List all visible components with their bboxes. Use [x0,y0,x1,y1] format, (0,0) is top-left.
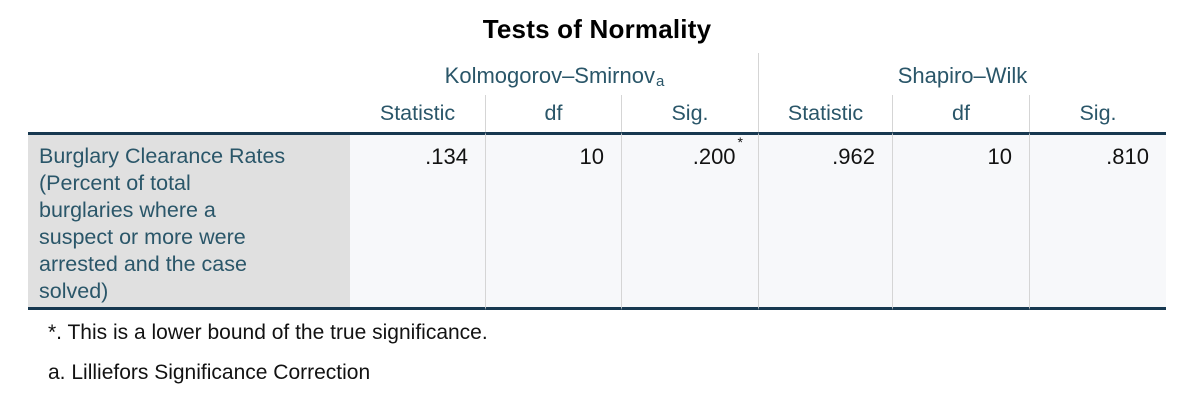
column-header-df-ks: df [486,95,622,132]
column-header-df-sw: df [893,95,1030,132]
value-ks-df: 10 [486,132,622,310]
column-group-kolmogorov-smirnov: Kolmogorov–Smirnov a [350,53,759,95]
value-text: 10 [579,144,604,169]
column-group-label: Kolmogorov–Smirnov [444,63,655,88]
column-header-sig-ks: Sig. [622,95,759,132]
value-sw-df: 10 [893,132,1030,310]
group-header-spacer [28,53,350,95]
value-text: 10 [987,144,1012,169]
value-ks-sig: .200* [622,132,759,310]
column-header-sig-sw: Sig. [1079,101,1117,125]
value-sw-sig: .810 [1030,132,1166,310]
value-ks-statistic: .134 [350,132,486,310]
footnote-lower-bound: *. This is a lower bound of the true sig… [48,321,488,344]
sub-header-spacer [28,95,350,132]
value-text: .810 [1106,144,1149,169]
footnote-lilliefors: a. Lilliefors Significance Correction [48,361,371,384]
tests-of-normality-table: Kolmogorov–Smirnov a Shapiro–Wilk Statist… [28,53,1166,310]
column-header-statistic-ks: Statistic [350,95,486,132]
value-superscript-asterisk: * [737,133,743,150]
column-header-statistic-sw: Statistic [759,95,893,132]
column-group-shapiro-wilk: Shapiro–Wilk [759,53,1166,95]
row-label-burglary-clearance-rates: Burglary Clearance Rates (Percent of tot… [28,132,350,310]
spss-output-page: Tests of Normality Kolmogorov–Smirnov a S… [0,14,1192,408]
table-title: Tests of Normality [482,14,712,44]
value-text: .134 [425,144,468,169]
value-text: .200 [692,144,736,169]
table-footnotes: *. This is a lower bound of the true sig… [48,320,1192,386]
column-group-label: Shapiro–Wilk [897,63,1028,88]
value-text: .962 [832,144,875,169]
value-sw-statistic: .962 [759,132,893,310]
